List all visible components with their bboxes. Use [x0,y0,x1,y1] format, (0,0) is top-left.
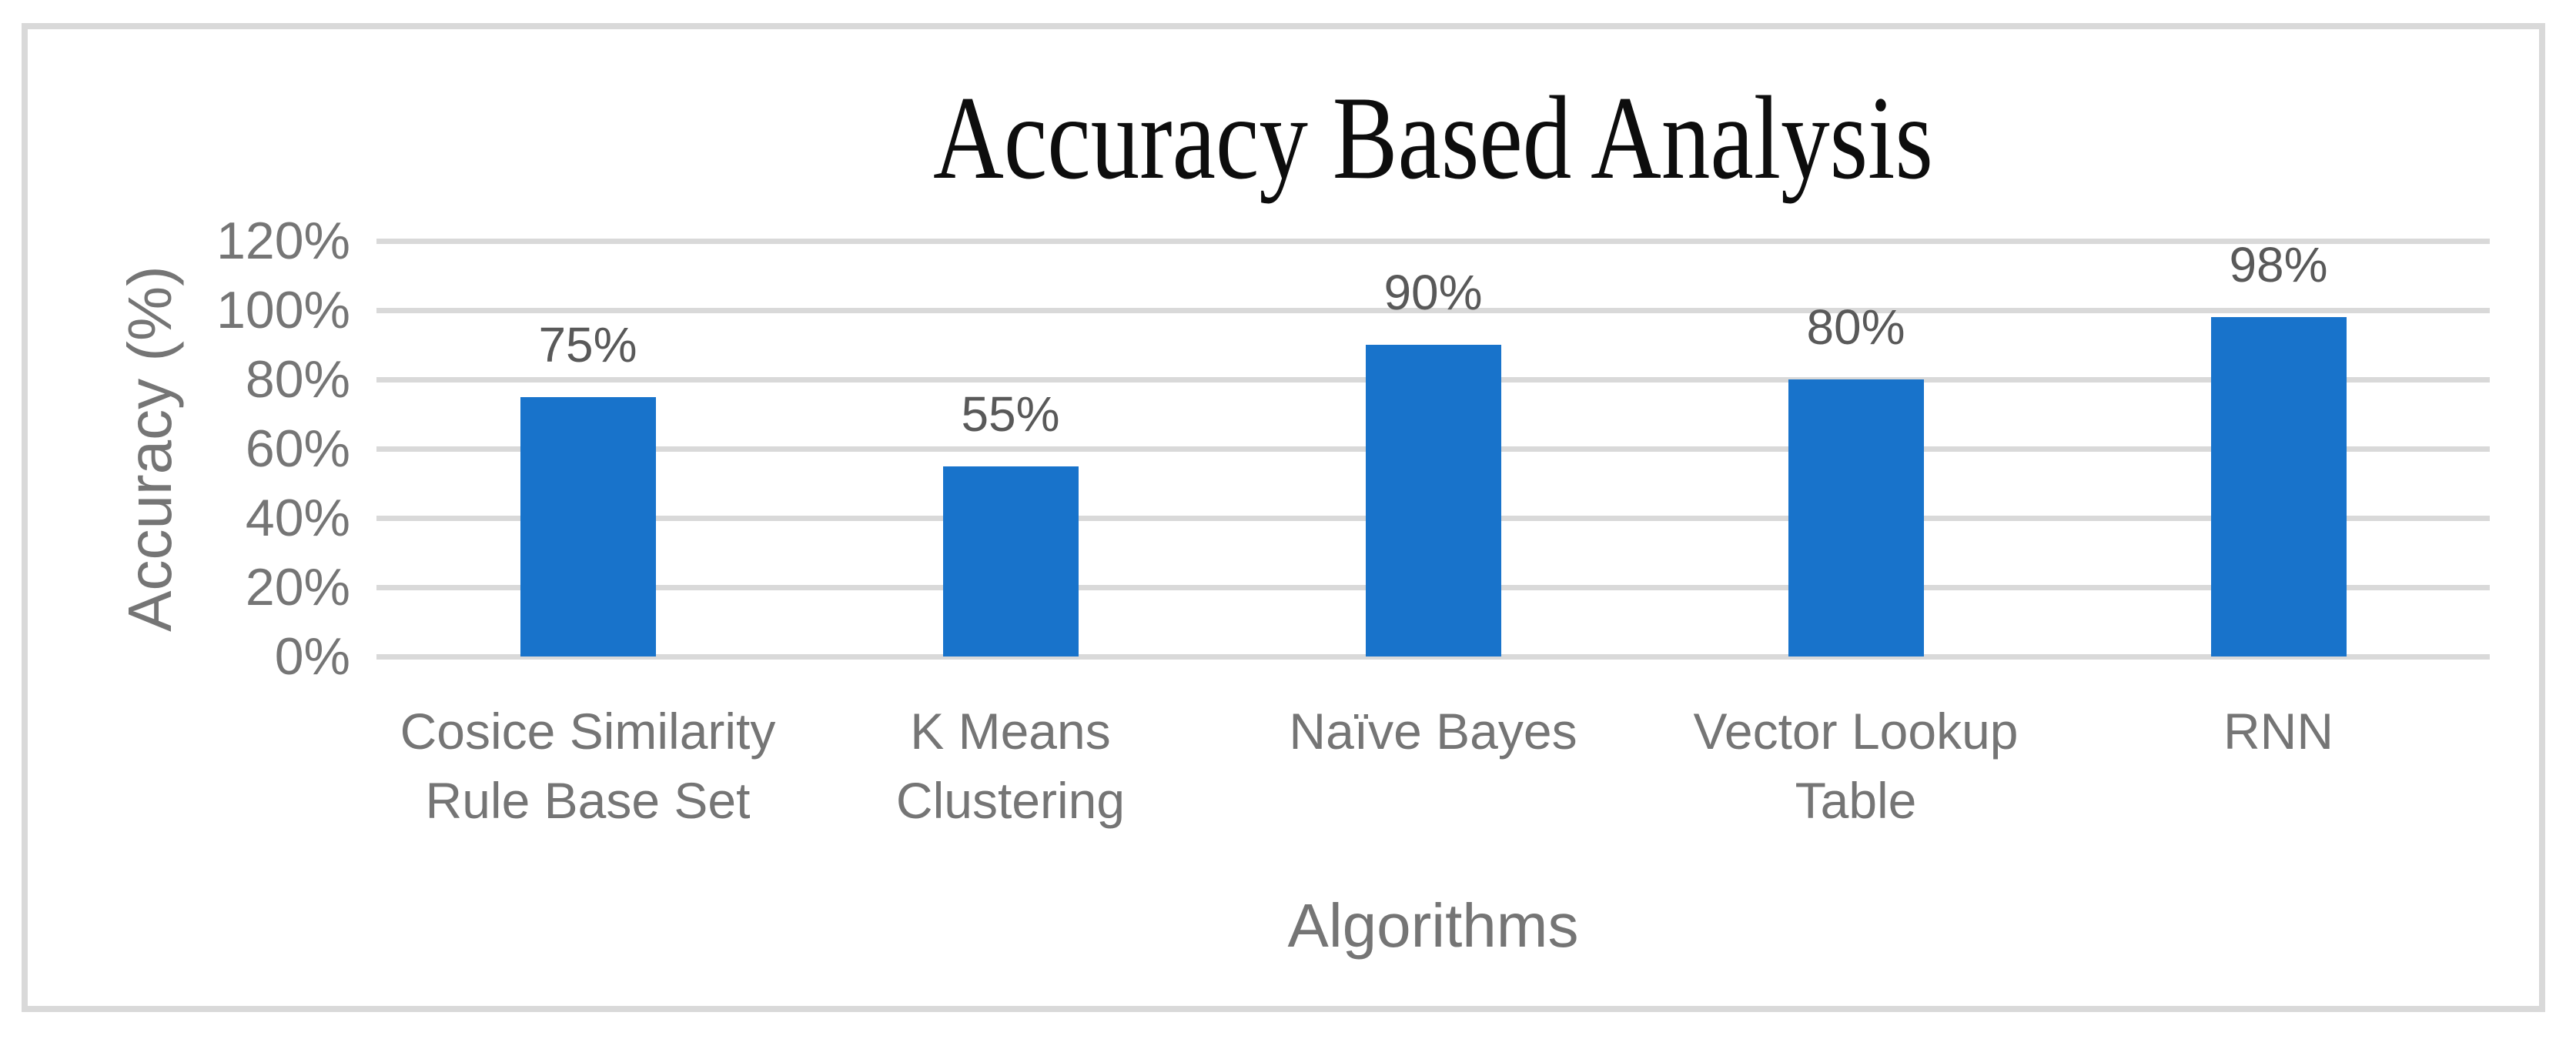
y-axis-tick-label: 20% [245,558,350,616]
bar-0 [520,396,656,656]
gridline [376,238,2490,244]
category-label: Cosice Similarity Rule Base Set [376,697,799,835]
bar-4 [2210,317,2347,656]
category-label-line: Table [1795,772,1917,829]
category-label: K Means Clustering [799,697,1222,835]
gridline [376,653,2490,660]
y-axis-tick-label: 100% [216,281,350,339]
category-label-line: Vector Lookup [1693,703,2019,760]
bar-2 [1365,345,1501,656]
category-label-line: Rule Base Set [425,772,751,829]
category-label: Vector Lookup Table [1644,697,2067,835]
category-label-line: RNN [2223,703,2333,760]
bar-3 [1788,379,1924,656]
bar-1 [942,466,1079,656]
category-label-line: K Means [910,703,1111,760]
y-axis-tick-label: 0% [274,627,350,686]
category-label-line: Cosice Similarity [400,703,776,760]
y-axis-tick-label: 40% [245,489,350,547]
y-axis-tick-label: 120% [216,212,350,270]
x-axis-title: Algorithms [1287,891,1579,960]
category-label: Naïve Bayes [1222,697,1644,766]
category-label-line: Clustering [895,772,1126,829]
chart-title: Accuracy Based Analysis [933,72,1933,204]
data-label: 80% [1806,299,1905,355]
category-label-line: Naïve Bayes [1289,703,1577,760]
y-axis-tick-label: 60% [245,419,350,478]
data-label: 98% [2229,237,2328,292]
y-axis-tick-label: 80% [245,350,350,409]
data-label: 75% [538,316,637,373]
data-label: 90% [1383,265,1483,320]
category-label: RNN [2067,697,2490,766]
data-label: 55% [961,386,1060,442]
gridline [376,307,2490,313]
